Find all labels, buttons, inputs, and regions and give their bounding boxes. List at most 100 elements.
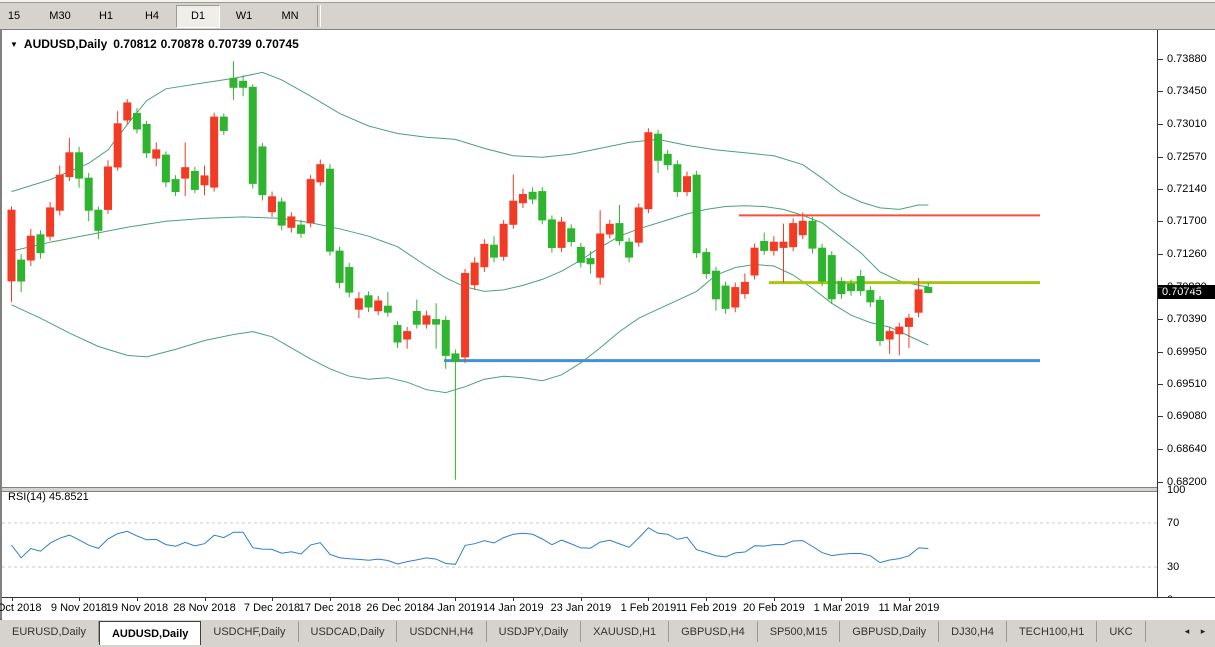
- tab-tech100-h1[interactable]: TECH100,H1: [1006, 621, 1098, 642]
- tab-scroll-left-icon[interactable]: ◂: [1184, 625, 1190, 636]
- date-axis-label: 1 Feb 2019: [620, 602, 677, 614]
- timeframe-button-mn[interactable]: MN: [268, 4, 312, 28]
- candle-body: [277, 201, 286, 226]
- ohlc-close: 0.70745: [255, 37, 299, 51]
- candle-body: [702, 252, 711, 275]
- candle-body: [210, 116, 219, 188]
- tab-gbpusd-daily[interactable]: GBPUSD,Daily: [840, 621, 940, 642]
- bollinger-upper-band: [11, 71, 929, 210]
- candle-body: [190, 171, 199, 190]
- candle-body: [904, 317, 913, 327]
- price-axis-tick: [1158, 59, 1163, 60]
- candle-body: [306, 179, 315, 224]
- candle-body: [383, 305, 392, 313]
- candle-body: [325, 168, 334, 252]
- candle-body: [219, 116, 228, 131]
- candlestick-chart[interactable]: [2, 31, 1157, 487]
- price-axis-label: 0.69510: [1167, 378, 1207, 391]
- date-axis-label: 19 Nov 2018: [105, 602, 169, 614]
- candle-body: [914, 289, 923, 313]
- toolbar-separator: [317, 5, 321, 27]
- date-axis-tick: [841, 598, 843, 601]
- tab-audusd-daily[interactable]: AUDUSD,Daily: [98, 621, 202, 645]
- timeframe-button-15[interactable]: 15: [0, 4, 36, 28]
- candle-body: [586, 258, 595, 265]
- candle-body: [335, 250, 344, 283]
- timeframe-button-m30[interactable]: M30: [38, 4, 82, 28]
- candle-body: [837, 281, 846, 295]
- tab-scroll-buttons: ◂ ▸: [1179, 620, 1215, 642]
- timeframe-toolbar: 15 M30 H1 H4 D1 W1 MN: [0, 0, 1215, 29]
- candle-body: [239, 80, 248, 88]
- candle-body: [142, 124, 151, 154]
- date-axis-tick: [455, 598, 457, 601]
- date-axis-label: 23 Jan 2019: [550, 602, 612, 614]
- chart-window: ▼ AUDUSD,Daily 0.70812 0.70878 0.70739 0…: [0, 29, 1215, 620]
- date-axis-tick: [204, 598, 206, 601]
- tab-eurusd-daily[interactable]: EURUSD,Daily: [0, 621, 99, 642]
- candle-body: [538, 191, 547, 221]
- price-axis-tick: [1158, 384, 1163, 386]
- tab-usdcnh-h4[interactable]: USDCNH,H4: [397, 621, 487, 642]
- tab-usdchf-daily[interactable]: USDCHF,Daily: [201, 621, 299, 642]
- candle-body: [721, 285, 730, 309]
- candle-body: [104, 166, 112, 210]
- candle-body: [364, 295, 373, 308]
- candle-body: [509, 200, 518, 225]
- pane-separator[interactable]: [2, 487, 1215, 492]
- tab-usdjpy-daily[interactable]: USDJPY,Daily: [486, 621, 582, 642]
- candle-body: [46, 207, 55, 237]
- candle-body: [316, 164, 325, 183]
- candle-body: [403, 331, 412, 340]
- symbol-dropdown-icon: ▼: [10, 39, 18, 49]
- candle-body: [36, 234, 45, 254]
- price-chart-pane[interactable]: ▼ AUDUSD,Daily 0.70812 0.70878 0.70739 0…: [2, 31, 1157, 487]
- candle-body: [654, 133, 663, 161]
- candle-body: [692, 174, 701, 254]
- tab-sp500-m15[interactable]: SP500,M15: [757, 621, 841, 642]
- timeframe-button-d1[interactable]: D1: [176, 4, 220, 28]
- timeframe-button-h4[interactable]: H4: [130, 4, 174, 28]
- candle-body: [268, 196, 277, 213]
- price-axis-tick: [1158, 91, 1163, 93]
- candle-body: [557, 221, 566, 248]
- price-axis-label: 0.71260: [1167, 248, 1207, 261]
- candle-body: [200, 175, 209, 186]
- symbol-tabs: EURUSD,Daily AUDUSD,Daily USDCHF,Daily USDC…: [0, 620, 1146, 645]
- candle-body: [7, 209, 16, 282]
- tab-xauusd-h1[interactable]: XAUUSD,H1: [581, 621, 670, 642]
- tab-ukc[interactable]: UKC: [1097, 621, 1146, 642]
- candle-body: [625, 241, 634, 258]
- tab-gbpusd-h4[interactable]: GBPUSD,H4: [669, 621, 758, 642]
- candle-body: [663, 153, 672, 166]
- date-axis-label: 26 Dec 2018: [366, 602, 429, 614]
- candle-body: [229, 77, 238, 88]
- candle-body: [750, 247, 759, 276]
- date-axis-label: 17 Dec 2018: [298, 602, 362, 614]
- candle-body: [731, 287, 740, 308]
- tab-scroll-right-icon[interactable]: ▸: [1200, 625, 1206, 636]
- candle-body: [161, 154, 170, 183]
- date-axis-label: 9 Nov 2018: [50, 602, 108, 614]
- date-axis-label: 14 Jan 2019: [483, 602, 544, 614]
- rsi-chart[interactable]: [2, 488, 1157, 597]
- candle-body: [490, 244, 498, 258]
- price-axis-label: 0.71700: [1167, 215, 1207, 228]
- price-axis-label: 0.73880: [1167, 53, 1207, 65]
- date-axis-label: 7 Dec 2018: [243, 602, 301, 614]
- price-axis-label: 0.68200: [1167, 475, 1207, 488]
- window-top-edge: [0, 0, 1215, 3]
- tab-usdcad-daily[interactable]: USDCAD,Daily: [298, 621, 398, 642]
- price-axis-label: 0.68640: [1167, 443, 1207, 456]
- candle-body: [567, 228, 576, 243]
- candle-body: [827, 255, 836, 300]
- candle-body: [422, 315, 431, 325]
- candle-body: [866, 290, 875, 303]
- timeframe-button-h1[interactable]: H1: [84, 4, 128, 28]
- date-axis-tick: [11, 598, 13, 601]
- timeframe-button-w1[interactable]: W1: [222, 4, 266, 28]
- date-axis-tick: [79, 598, 81, 601]
- candle-body: [55, 174, 64, 211]
- tab-dj30-h4[interactable]: DJ30,H4: [939, 621, 1007, 642]
- rsi-indicator-pane[interactable]: RSI(14) 45.8521: [2, 488, 1157, 597]
